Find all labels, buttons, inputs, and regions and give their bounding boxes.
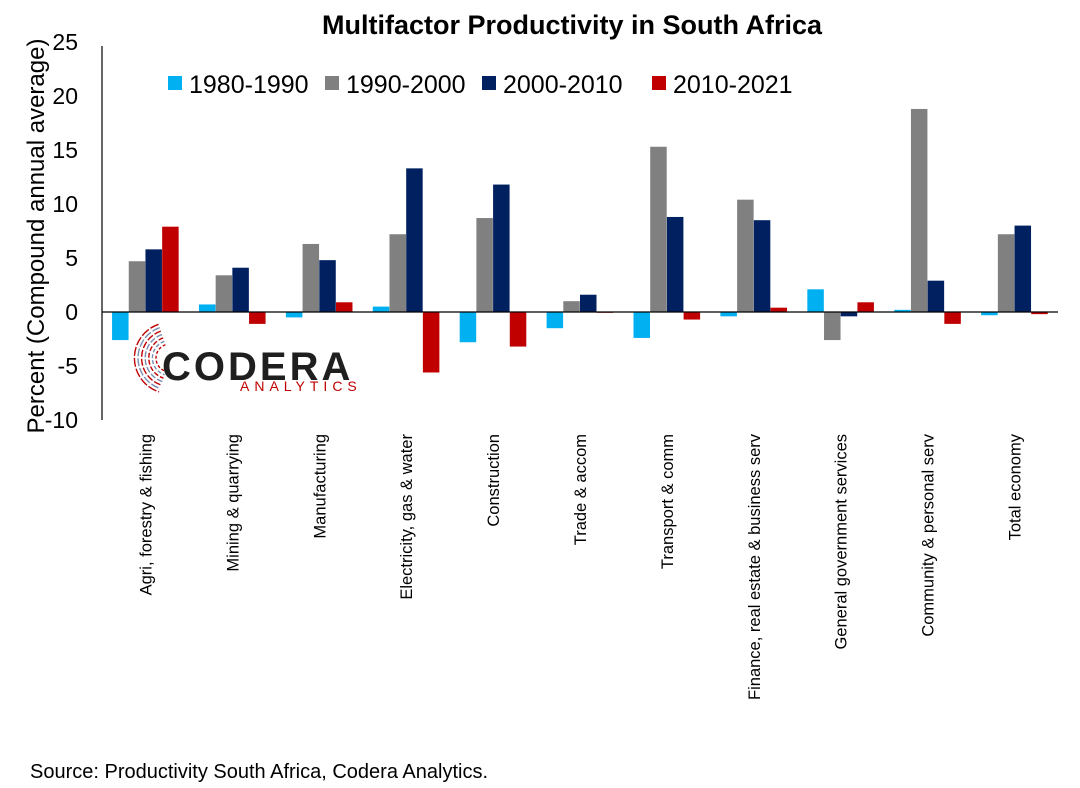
bar-2000-2010-3 xyxy=(406,168,423,312)
y-tick-label: -10 xyxy=(45,407,78,433)
category-label: Transport & comm xyxy=(659,434,677,569)
bar-1980-1990-9 xyxy=(894,309,911,312)
logo-arc xyxy=(133,323,160,393)
bars xyxy=(112,108,1048,373)
category-label: Electricity, gas & water xyxy=(398,434,416,600)
bar-2010-2021-4 xyxy=(509,312,527,347)
bar-1990-2000-9 xyxy=(910,108,928,313)
bar-2010-2021-7 xyxy=(770,307,788,312)
legend: 1980-1990 1990-2000 2000-2010 2010-2021 xyxy=(168,71,793,99)
bar-1980-1990-8 xyxy=(807,289,824,312)
bar-2000-2010-2 xyxy=(319,260,336,312)
source-note: Source: Productivity South Africa, Coder… xyxy=(30,761,488,783)
bar-1980-1990-2 xyxy=(285,312,303,318)
legend-label: 1980-1990 xyxy=(189,71,309,99)
legend-swatch xyxy=(482,76,496,90)
category-label: Finance, real estate & business serv xyxy=(746,433,764,700)
bar-2000-2010-1 xyxy=(232,267,249,312)
category-label: Total economy xyxy=(1007,433,1025,540)
bar-2010-2021-3 xyxy=(422,312,440,373)
category-label: Agri, forestry & fishing xyxy=(137,434,155,595)
bar-2000-2010-7 xyxy=(753,220,771,312)
logo-arc xyxy=(144,333,163,383)
bar-2000-2010-10 xyxy=(1014,225,1032,312)
y-tick-label: 5 xyxy=(65,245,78,271)
category-label: General government services xyxy=(833,434,851,650)
category-label: Community & personal serv xyxy=(920,433,938,636)
bar-1990-2000-8 xyxy=(824,312,841,341)
bar-1990-2000-7 xyxy=(737,199,754,312)
y-axis-label: Percent (Compound annual average) xyxy=(23,39,50,434)
bar-1990-2000-10 xyxy=(997,234,1015,312)
category-labels: Agri, forestry & fishing Mining & quarryi… xyxy=(137,433,1024,700)
bar-2000-2010-9 xyxy=(927,280,945,312)
legend-swatch xyxy=(652,76,666,90)
codera-logo: CODERA ANALYTICS xyxy=(133,323,362,394)
y-tick-label: 25 xyxy=(52,29,78,55)
bar-2010-2021-6 xyxy=(683,312,701,320)
legend-label: 2000-2010 xyxy=(503,71,623,99)
y-tick-label: -5 xyxy=(58,353,78,379)
y-tick-label: 20 xyxy=(52,83,78,109)
logo-wordmark: CODERA xyxy=(162,345,353,389)
bar-2010-2021-8 xyxy=(857,302,874,312)
category-label: Trade & accom xyxy=(572,434,590,545)
y-axis-ticks: -10 -5 0 5 10 15 20 25 xyxy=(45,29,78,433)
bar-2000-2010-5 xyxy=(580,294,597,312)
bar-1980-1990-7 xyxy=(720,312,737,317)
bar-1980-1990-10 xyxy=(981,312,998,316)
legend-label: 1990-2000 xyxy=(346,71,466,99)
logo-arc xyxy=(140,330,162,386)
logo-arc xyxy=(151,340,165,376)
category-label: Manufacturing xyxy=(311,434,329,539)
bar-1980-1990-6 xyxy=(633,312,651,338)
logo-arc xyxy=(155,344,166,372)
bar-2000-2010-4 xyxy=(493,184,510,312)
bar-2000-2010-8 xyxy=(840,312,858,317)
category-label: Mining & quarrying xyxy=(224,434,242,572)
y-tick-label: 15 xyxy=(52,137,78,163)
bar-2010-2021-2 xyxy=(335,302,353,312)
logo-arc xyxy=(137,327,161,390)
category-label: Construction xyxy=(485,434,503,527)
bar-1980-1990-1 xyxy=(198,304,216,312)
bar-2010-2021-9 xyxy=(944,312,961,324)
bar-1990-2000-0 xyxy=(128,261,146,312)
logo-circuit-icon xyxy=(133,323,166,393)
legend-swatch xyxy=(325,76,339,90)
legend-swatch xyxy=(168,76,182,90)
bar-2010-2021-1 xyxy=(249,312,266,324)
bar-2000-2010-0 xyxy=(145,249,162,312)
legend-label: 2010-2021 xyxy=(673,71,793,99)
bar-1990-2000-3 xyxy=(389,234,406,312)
bar-2010-2021-0 xyxy=(162,226,179,312)
bar-2000-2010-6 xyxy=(666,216,684,312)
bar-1980-1990-3 xyxy=(372,306,390,312)
bar-1990-2000-2 xyxy=(302,243,320,312)
bar-1990-2000-1 xyxy=(215,275,233,312)
bar-1990-2000-4 xyxy=(476,218,493,312)
logo-subtitle: ANALYTICS xyxy=(240,378,362,394)
bar-1980-1990-4 xyxy=(459,312,477,343)
y-tick-label: 0 xyxy=(65,299,78,325)
bar-1980-1990-5 xyxy=(546,312,564,329)
logo-arc xyxy=(148,337,164,379)
bar-2010-2021-10 xyxy=(1031,312,1048,315)
bar-1990-2000-5 xyxy=(563,301,580,312)
chart-title: Multifactor Productivity in South Africa xyxy=(322,10,823,40)
y-tick-label: 10 xyxy=(52,191,78,217)
bar-1990-2000-6 xyxy=(650,146,667,312)
bar-1980-1990-0 xyxy=(112,312,129,341)
